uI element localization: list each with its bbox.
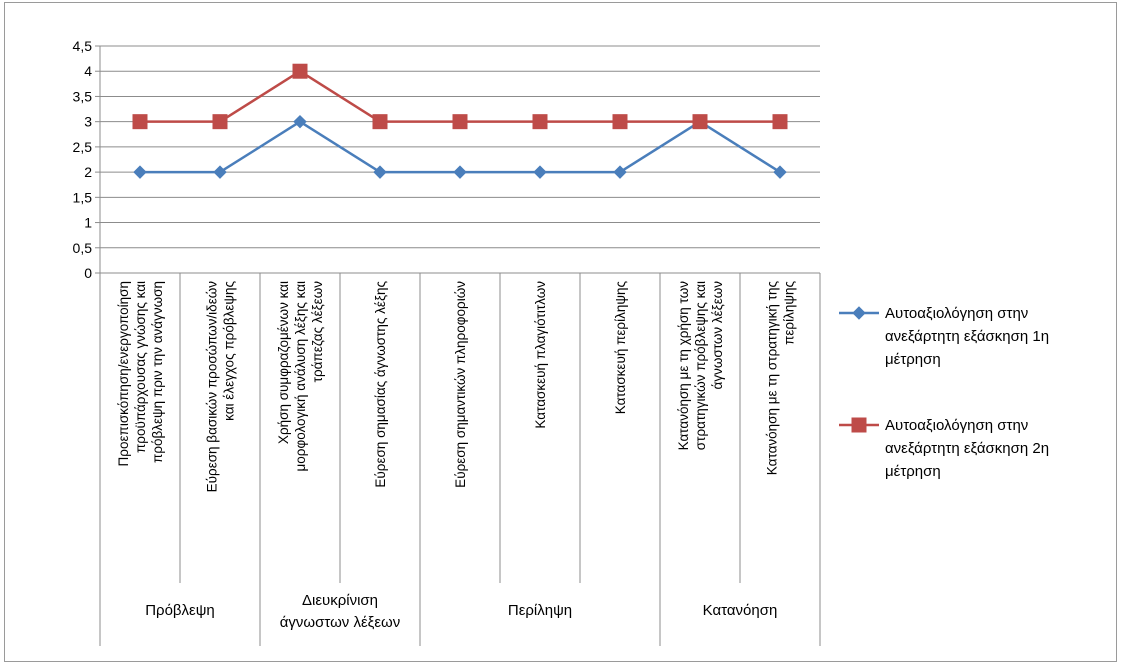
legend-label-line: μέτρηση — [885, 463, 941, 480]
x-category-label: Εύρεση σημαντικών πληροφοριών — [453, 281, 468, 488]
x-category-label: Κατασκευή πλαγιότιτλων — [533, 281, 548, 429]
data-point-diamond — [373, 165, 387, 179]
series-1 — [133, 114, 787, 179]
data-point-square — [132, 114, 148, 130]
line-chart: 0 0,5 1 1,5 2 2,5 3 3,5 4 4,5 Προεπισκόπηση/ενεργ… — [73, 38, 1049, 646]
legend-label-line: Αυτοαξιολόγηση στην — [885, 305, 1028, 322]
x-category-label: Εύρεση σημασίας άγνωστης λέξης — [373, 281, 388, 488]
y-tick-label: 1 — [84, 215, 92, 231]
x-category-label-line: στρατηγικών πρόβλεψης και — [693, 281, 708, 450]
x-category-label: Χρήση συμφραζομένων και μορφολογική ανάλυ… — [276, 281, 325, 472]
y-tick-label: 3,5 — [73, 88, 93, 104]
data-point-square — [212, 114, 228, 130]
x-group-label: Διευκρίνιση άγνωστων λέξεων — [280, 592, 401, 631]
x-category-label-line: Εύρεση σημαντικών πληροφοριών — [453, 281, 468, 488]
data-point-diamond — [133, 165, 147, 179]
data-point-diamond — [613, 165, 627, 179]
data-point-square — [532, 114, 548, 130]
data-point-square — [372, 114, 388, 130]
data-point-square — [692, 114, 708, 130]
x-category-label: Εύρεση βασικών προσώπων/ιδεών και έλεγχος… — [205, 281, 237, 493]
legend-entry: Αυτοαξιολόγηση στην ανεξάρτητη εξάσκηση 2… — [839, 417, 1049, 480]
series-lines — [132, 63, 788, 179]
x-category-label-line: Κατανόηση με τη χρήση των — [676, 281, 691, 451]
x-category-label-line: άγνωστων λέξεων — [710, 281, 725, 390]
y-tick-label: 0,5 — [73, 240, 93, 256]
y-tick-label: 0 — [84, 265, 92, 281]
x-category-label-line: πρόβλεψη πριν την ανάγνωση — [150, 281, 165, 463]
x-group-label-line: Διευκρίνιση — [302, 592, 378, 609]
x-group-label: Περίληψη — [508, 602, 572, 619]
data-point-diamond — [852, 306, 866, 320]
x-category-label-line: Χρήση συμφραζομένων και — [276, 281, 291, 444]
data-point-square — [851, 417, 867, 433]
y-tick-label: 4,5 — [73, 38, 93, 54]
x-category-label: Κατασκευή περίληψης — [613, 281, 628, 415]
legend-label-line: ανεξάρτητη εξάσκηση 2η — [885, 440, 1049, 457]
data-point-diamond — [533, 165, 547, 179]
legend-label-line: ανεξάρτητη εξάσκηση 1η — [885, 328, 1049, 345]
x-category-label-line: Προεπισκόπηση/ενεργοποίηση — [116, 281, 131, 466]
x-group-label: Κατανόηση — [703, 602, 778, 619]
x-category-label-line: Εύρεση σημασίας άγνωστης λέξης — [373, 281, 388, 488]
legend-label: Αυτοαξιολόγηση στην ανεξάρτητη εξάσκηση 2… — [885, 417, 1049, 480]
x-category-label: Κατανόηση με τη στρατηγική της περίληψης — [765, 281, 797, 476]
data-point-diamond — [293, 114, 307, 129]
x-category-label-line: τράπεζας λέξεων — [310, 281, 325, 383]
chart-frame: 0 0,5 1 1,5 2 2,5 3 3,5 4 4,5 Προεπισκόπηση/ενεργ… — [4, 2, 1117, 662]
series-2 — [132, 63, 788, 130]
data-point-diamond — [453, 165, 467, 179]
legend-label-line: μέτρηση — [885, 351, 941, 368]
x-category-label: Κατανόηση με τη χρήση των στρατηγικών πρό… — [676, 281, 725, 451]
x-category-label-line: μορφολογική ανάλυση λέξης και — [293, 281, 308, 472]
x-group-label-line: Περίληψη — [508, 602, 572, 619]
data-point-square — [452, 114, 468, 130]
x-group-label: Πρόβλεψη — [145, 602, 215, 619]
x-category-label-line: περίληψης — [782, 281, 797, 345]
x-category-label-line: Κατασκευή περίληψης — [613, 281, 628, 415]
x-group-label-line: Πρόβλεψη — [145, 602, 215, 619]
x-category-label-line: και έλεγχος πρόβλεψης — [222, 281, 237, 421]
x-group-label-line: Κατανόηση — [703, 602, 778, 619]
gridlines — [95, 45, 820, 274]
x-category-label-line: Κατασκευή πλαγιότιτλων — [533, 281, 548, 429]
legend: Αυτοαξιολόγηση στην ανεξάρτητη εξάσκηση 1… — [839, 305, 1049, 480]
data-point-diamond — [213, 165, 227, 179]
y-axis-tick-labels: 0 0,5 1 1,5 2 2,5 3 3,5 4 4,5 — [73, 38, 93, 281]
y-tick-label: 2 — [84, 164, 92, 180]
x-group-label-line: άγνωστων λέξεων — [280, 614, 401, 631]
y-tick-label: 1,5 — [73, 189, 93, 205]
data-point-square — [772, 114, 788, 130]
x-category-label-line: Κατανόηση με τη στρατηγική της — [765, 281, 780, 476]
legend-entry: Αυτοαξιολόγηση στην ανεξάρτητη εξάσκηση 1… — [839, 305, 1049, 368]
x-category-label-line: Εύρεση βασικών προσώπων/ιδεών — [205, 281, 220, 493]
x-category-label: Προεπισκόπηση/ενεργοποίηση προϋπάρχουσας … — [116, 281, 165, 466]
y-tick-label: 2,5 — [73, 139, 93, 155]
data-point-diamond — [773, 165, 787, 179]
x-category-label-line: προϋπάρχουσας γνώσης και — [133, 281, 148, 453]
data-point-square — [612, 114, 628, 130]
y-tick-label: 4 — [84, 63, 92, 79]
y-tick-label: 3 — [84, 114, 92, 130]
data-point-square — [292, 63, 308, 79]
legend-label: Αυτοαξιολόγηση στην ανεξάρτητη εξάσκηση 1… — [885, 305, 1049, 368]
legend-label-line: Αυτοαξιολόγηση στην — [885, 417, 1028, 434]
x-axis: Προεπισκόπηση/ενεργοποίηση προϋπάρχουσας … — [99, 273, 821, 646]
